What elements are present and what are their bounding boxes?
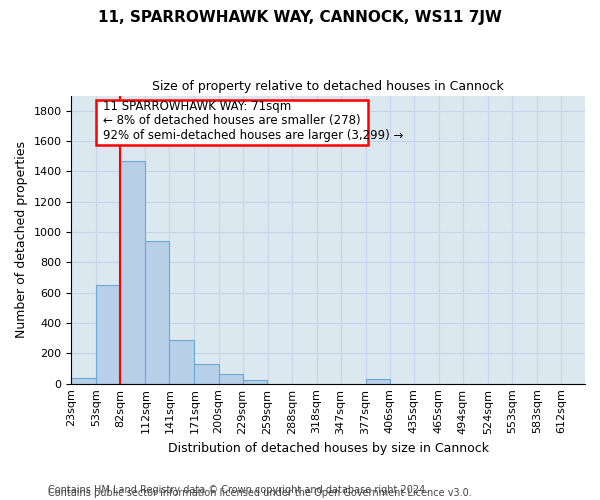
Bar bbox=[242, 380, 267, 384]
Bar bbox=[145, 241, 169, 384]
Bar bbox=[218, 374, 242, 384]
Y-axis label: Number of detached properties: Number of detached properties bbox=[15, 141, 28, 338]
Bar bbox=[169, 340, 194, 384]
X-axis label: Distribution of detached houses by size in Cannock: Distribution of detached houses by size … bbox=[168, 442, 489, 455]
Bar bbox=[97, 100, 368, 145]
Text: Contains HM Land Registry data © Crown copyright and database right 2024.: Contains HM Land Registry data © Crown c… bbox=[48, 485, 428, 495]
Bar bbox=[365, 379, 390, 384]
Title: Size of property relative to detached houses in Cannock: Size of property relative to detached ho… bbox=[152, 80, 504, 93]
Bar bbox=[71, 378, 95, 384]
Text: Contains public sector information licensed under the Open Government Licence v3: Contains public sector information licen… bbox=[48, 488, 472, 498]
Bar bbox=[97, 285, 121, 384]
Text: 92% of semi-detached houses are larger (3,299) →: 92% of semi-detached houses are larger (… bbox=[103, 130, 403, 142]
Bar bbox=[121, 161, 145, 384]
Text: 11, SPARROWHAWK WAY, CANNOCK, WS11 7JW: 11, SPARROWHAWK WAY, CANNOCK, WS11 7JW bbox=[98, 10, 502, 25]
Text: ← 8% of detached houses are smaller (278): ← 8% of detached houses are smaller (278… bbox=[103, 114, 361, 128]
Text: 11 SPARROWHAWK WAY: 71sqm: 11 SPARROWHAWK WAY: 71sqm bbox=[103, 100, 291, 112]
Bar bbox=[194, 364, 218, 384]
